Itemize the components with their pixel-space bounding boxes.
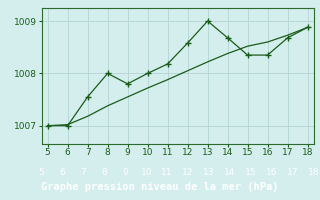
Text: 10: 10 — [140, 168, 152, 177]
Text: 12: 12 — [182, 168, 194, 177]
Text: Graphe pression niveau de la mer (hPa): Graphe pression niveau de la mer (hPa) — [41, 182, 279, 192]
Text: 16: 16 — [266, 168, 277, 177]
Text: 17: 17 — [287, 168, 299, 177]
Text: 18: 18 — [308, 168, 319, 177]
Text: 8: 8 — [101, 168, 107, 177]
Text: 13: 13 — [203, 168, 215, 177]
Text: 7: 7 — [81, 168, 86, 177]
Text: 15: 15 — [245, 168, 257, 177]
Text: 9: 9 — [123, 168, 128, 177]
Text: 6: 6 — [60, 168, 65, 177]
Text: 5: 5 — [39, 168, 44, 177]
Text: 11: 11 — [161, 168, 173, 177]
Text: 14: 14 — [224, 168, 236, 177]
